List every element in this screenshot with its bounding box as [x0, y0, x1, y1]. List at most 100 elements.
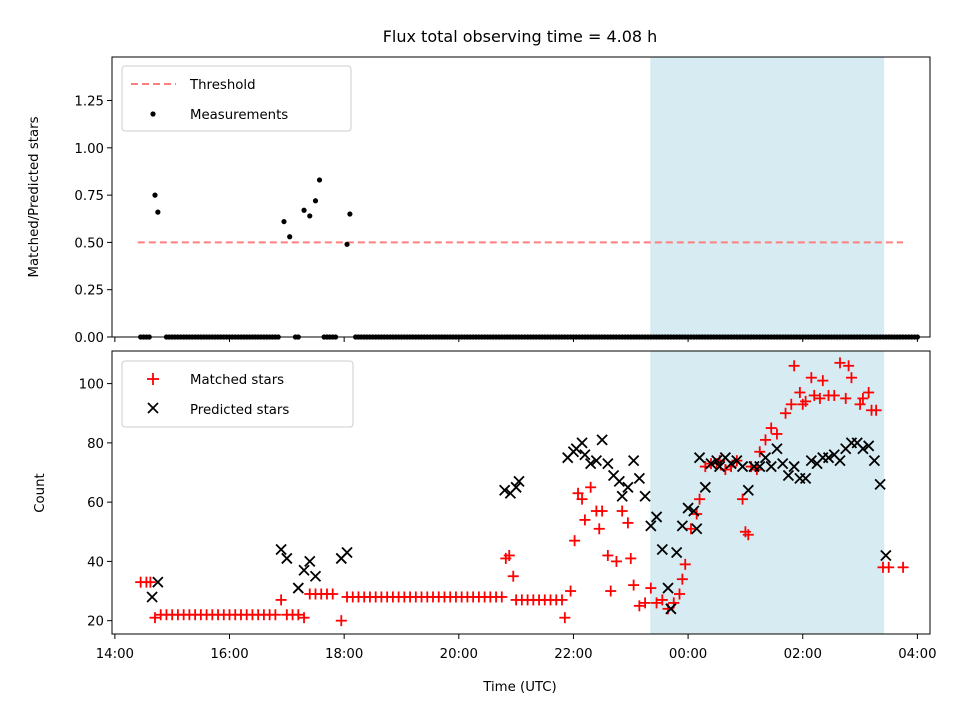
predicted-mark-b: [868, 455, 881, 467]
predicted-star-point: [510, 481, 522, 493]
matched-star-point: [579, 514, 591, 526]
measurement-point: [287, 234, 293, 240]
x-tick-label: 20:00: [440, 647, 478, 662]
matched-star-point: [673, 588, 685, 600]
count-y-tick-label: 100: [79, 378, 104, 393]
x-axis-label: Time (UTC): [482, 680, 557, 695]
count-legend-box: [121, 360, 354, 428]
matched-star-point: [298, 612, 310, 624]
predicted-mark-b: [805, 455, 817, 467]
legend-matched-label: Matched stars: [190, 373, 284, 388]
measurement-point: [312, 198, 319, 204]
matched-star-point: [780, 407, 792, 419]
predicted-mark-b: [576, 437, 588, 449]
matched-star-point: [765, 422, 777, 434]
matched-star-point: [694, 493, 706, 505]
predicted-mark-b: [499, 484, 511, 496]
measurement-point: [347, 211, 353, 217]
predicted-mark-b: [590, 455, 603, 467]
predicted-star-point: [711, 455, 723, 467]
predicted-star-point: [628, 455, 640, 467]
predicted-star-point: [771, 443, 783, 455]
predicted-star-point: [602, 457, 614, 470]
predicted-mark-b: [281, 552, 293, 565]
x-tick-label: 18:00: [325, 647, 363, 662]
matched-star-point: [834, 357, 846, 369]
predicted-star-point: [699, 481, 711, 493]
predicted-star-point: [880, 549, 892, 562]
predicted-mark-b: [759, 452, 772, 464]
predicted-star-point: [705, 457, 717, 470]
measurement-point: [152, 192, 158, 198]
predicted-star-point: [585, 457, 597, 470]
predicted-mark-b: [731, 455, 743, 467]
predicted-mark-b: [633, 472, 646, 485]
matched-star-point: [754, 446, 766, 458]
predicted-star-point: [613, 475, 625, 488]
ratio-y-tick-label: 0.75: [74, 189, 104, 204]
legend-predicted-swatch: [147, 402, 159, 414]
predicted-mark-b: [782, 469, 795, 482]
ratio-y-tick-label: 0.00: [74, 331, 104, 346]
predicted-star-point: [650, 511, 663, 523]
predicted-star-point: [665, 603, 677, 615]
predicted-mark-b: [513, 475, 525, 488]
matched-star-point: [814, 392, 826, 404]
ratio-legend: Threshold Measurements: [121, 65, 352, 132]
predicted-mark-b: [822, 452, 835, 464]
predicted-mark-b: [676, 520, 689, 532]
matched-star-point: [275, 594, 287, 606]
predicted-star-point: [676, 520, 689, 532]
predicted-star-point: [275, 543, 287, 556]
predicted-mark-b: [705, 457, 717, 470]
matched-star-point: [845, 372, 857, 384]
predicted-star-point: [304, 555, 316, 568]
matched-star-point: [828, 389, 840, 401]
x-tick-label: 22:00: [554, 647, 592, 662]
predicted-mark-b: [292, 582, 304, 594]
predicted-star-point: [822, 452, 835, 464]
predicted-mark-b: [670, 546, 683, 559]
matched-star-point: [817, 375, 829, 387]
predicted-star-point: [656, 543, 668, 556]
matched-star-point: [840, 392, 852, 404]
matched-star-point: [843, 360, 855, 372]
legend-threshold-label: Threshold: [189, 78, 256, 93]
predicted-star-point: [799, 472, 812, 485]
predicted-mark-b: [146, 591, 158, 603]
matched-star-point: [628, 579, 640, 591]
matched-star-point: [863, 386, 875, 398]
matched-star-point: [897, 561, 909, 573]
matched-star-point: [794, 386, 806, 398]
matched-star-point: [651, 597, 663, 609]
predicted-mark-b: [682, 502, 694, 514]
predicted-star-point: [765, 460, 777, 473]
predicted-mark-b: [304, 555, 316, 568]
ratio-legend-box: [121, 65, 352, 132]
predicted-star-point: [633, 472, 646, 485]
matched-star-point: [800, 395, 812, 407]
predicted-star-point: [639, 490, 651, 502]
count-y-tick-label: 20: [87, 615, 104, 630]
matched-star-point: [605, 585, 617, 597]
matched-star-point: [854, 398, 866, 410]
matched-star-point: [144, 576, 156, 588]
matched-star-point: [593, 523, 605, 535]
count-plot-frame: [111, 350, 931, 635]
count-legend: Matched stars Predicted stars: [121, 360, 354, 428]
matched-star-point: [556, 594, 568, 606]
predicted-mark-b: [628, 455, 640, 467]
matched-star-point: [616, 505, 628, 517]
matched-star-point: [759, 434, 771, 446]
predicted-mark-b: [622, 481, 634, 493]
matched-star-point: [656, 594, 668, 606]
predicted-star-point: [688, 505, 700, 517]
matched-star-point: [602, 549, 614, 561]
predicted-star-point: [754, 460, 766, 473]
matched-star-point: [625, 552, 637, 564]
predicted-star-point: [782, 469, 795, 482]
predicted-mark-b: [613, 475, 625, 488]
observing-window-shade-bottom: [650, 351, 885, 634]
matched-star-point: [742, 529, 754, 541]
predicted-star-point: [645, 520, 657, 532]
